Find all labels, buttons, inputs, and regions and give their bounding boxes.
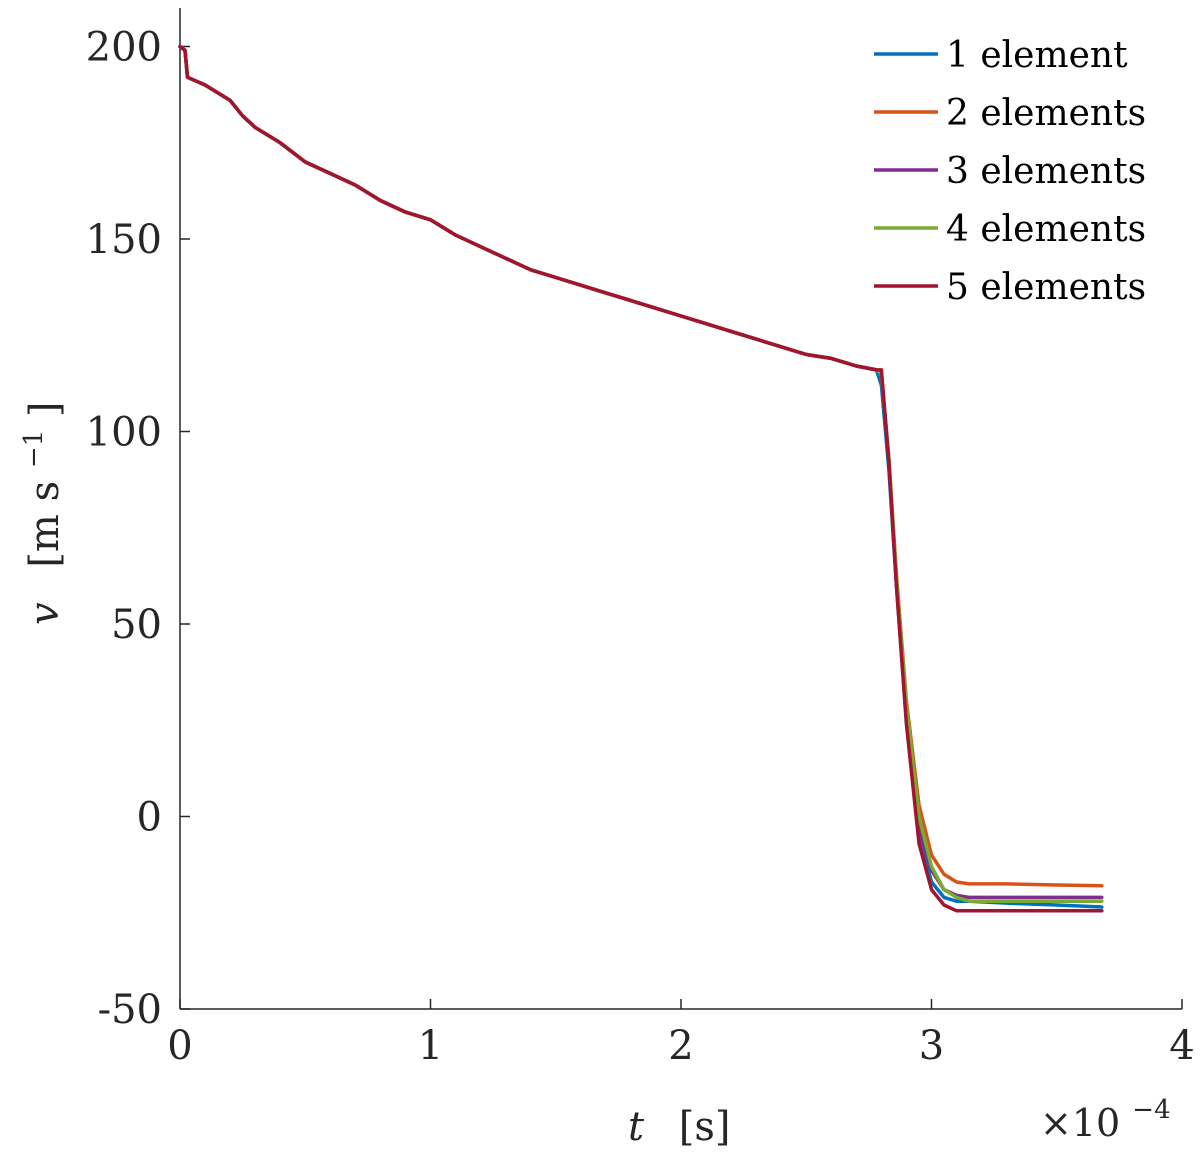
- x-axis-label: t [s]: [628, 1104, 731, 1150]
- x-tick-label: 2: [668, 1023, 693, 1069]
- legend-label-4: 4 elements: [946, 209, 1146, 250]
- axes: [179, 8, 1183, 1010]
- x-multiplier-exponent: −4: [1132, 1095, 1170, 1125]
- x-tick-label: 4: [1169, 1023, 1194, 1069]
- y-tick-label: 0: [137, 795, 162, 841]
- y-tick-label: 100: [86, 410, 162, 456]
- series-lines: [178, 44, 1104, 913]
- y-axis-unit-close: ]: [22, 402, 68, 418]
- x-axis-multiplier: ×10 −4: [1040, 1095, 1171, 1145]
- x-axis-unit: [s]: [679, 1104, 731, 1150]
- x-tick-label: 0: [167, 1023, 192, 1069]
- x-multiplier-base: ×10: [1040, 1101, 1120, 1145]
- y-axis-unit-exponent: −1: [19, 430, 49, 468]
- series-line-5: [178, 44, 1104, 913]
- legend-label-5: 5 elements: [946, 267, 1146, 308]
- y-tick-label: -50: [98, 987, 162, 1033]
- y-tick-label: 150: [86, 217, 162, 263]
- y-tick-label: 50: [111, 602, 162, 648]
- x-tick-label: 1: [418, 1023, 443, 1069]
- y-axis-symbol: v: [22, 602, 68, 625]
- y-tick-label: 200: [86, 25, 162, 71]
- y-axis-unit: [m s: [22, 481, 68, 568]
- legend-label-3: 3 elements: [946, 151, 1146, 192]
- legend-label-2: 2 elements: [946, 93, 1146, 134]
- x-tick-label: 3: [919, 1023, 944, 1069]
- legend: 1 element 2 elements 3 elements 4 elements 5…: [874, 35, 1146, 308]
- legend-label-1: 1 element: [946, 35, 1128, 76]
- y-axis-label: v [m s −1 ]: [6, 402, 68, 625]
- x-axis-symbol: t: [628, 1104, 645, 1150]
